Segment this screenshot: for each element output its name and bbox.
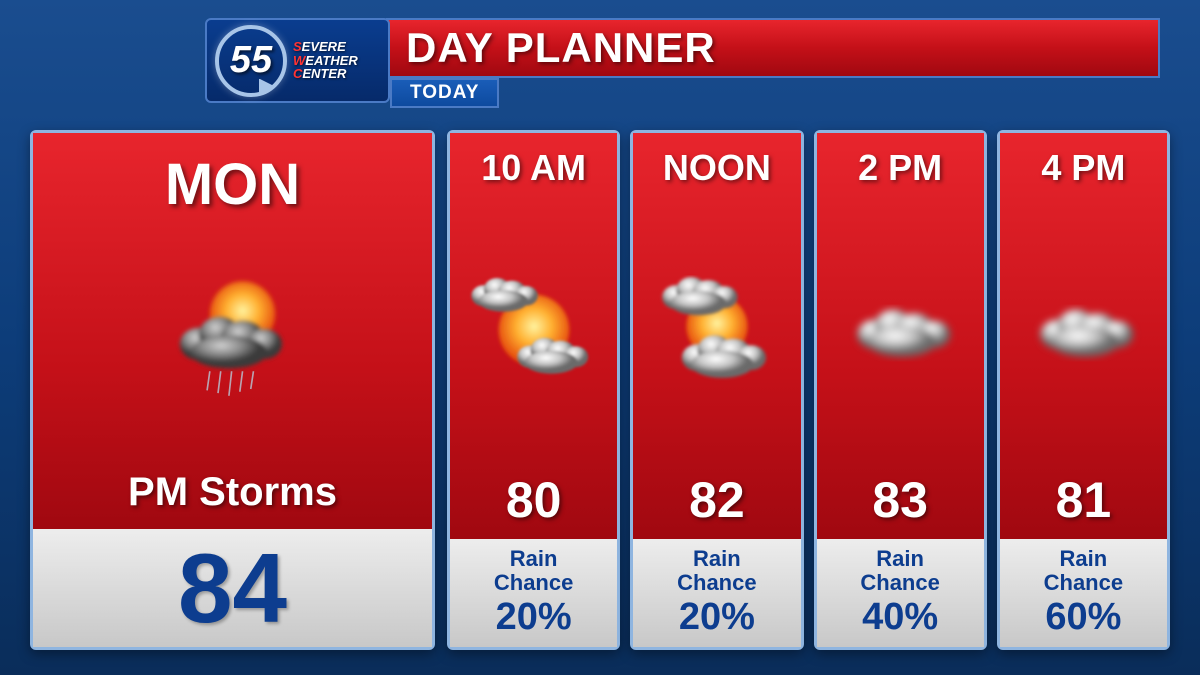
hour-card-top: 4 PM 81 (1000, 133, 1167, 539)
hour-card-0: 10 AM 80 RainChance 20% (447, 130, 620, 650)
rain-chance-label: RainChance (494, 547, 573, 593)
rain-chance-label: RainChance (860, 547, 939, 593)
hour-weather-icon (835, 189, 965, 471)
rain-chance-value: 20% (496, 596, 572, 639)
main-condition-label: PM Storms (128, 470, 337, 515)
title-bar: DAY PLANNER (386, 18, 1160, 78)
hour-card-2: 2 PM 83 RainChance 40% (814, 130, 987, 650)
hour-time-label: NOON (663, 147, 771, 189)
station-logo-circle: 55 (215, 25, 287, 97)
hourly-cards: 10 AM 80 RainChance 20% NOON 82 RainChan… (447, 130, 1170, 650)
subtitle-text: TODAY (410, 82, 479, 104)
rain-chance-value: 40% (862, 596, 938, 639)
hour-weather-icon (1018, 189, 1148, 471)
main-card-top: MON PM Storms (33, 133, 432, 529)
hour-time-label: 10 AM (481, 147, 586, 189)
hour-time-label: 4 PM (1041, 147, 1125, 189)
title-text: DAY PLANNER (406, 24, 716, 72)
hour-card-3: 4 PM 81 RainChance 60% (997, 130, 1170, 650)
rain-chance-label: RainChance (1044, 547, 1123, 593)
forecast-content: MON PM Storms 84 10 AM 80 RainChance 20%… (30, 130, 1170, 650)
station-logo-text: SEVERE WEATHER CENTER (293, 40, 358, 81)
hour-card-bottom: RainChance 20% (633, 539, 800, 647)
mostly-icon (652, 275, 782, 385)
station-number: 55 (230, 39, 272, 82)
cloudy-icon (835, 275, 965, 385)
hour-card-bottom: RainChance 20% (450, 539, 617, 647)
main-high-temp: 84 (178, 532, 287, 645)
hour-card-1: NOON 82 RainChance 20% (630, 130, 803, 650)
hour-weather-icon (652, 189, 782, 471)
rain-chance-value: 60% (1045, 596, 1121, 639)
rain-chance-value: 20% (679, 596, 755, 639)
main-weather-icon (158, 218, 308, 470)
hour-card-top: NOON 82 (633, 133, 800, 539)
hour-temp: 81 (1056, 471, 1112, 529)
storm-icon (158, 274, 308, 414)
main-card-bottom: 84 (33, 529, 432, 647)
station-logo: 55 SEVERE WEATHER CENTER (205, 18, 390, 103)
partly-icon (469, 275, 599, 385)
hour-card-top: 2 PM 83 (817, 133, 984, 539)
main-forecast-card: MON PM Storms 84 (30, 130, 435, 650)
subtitle-bar: TODAY (390, 78, 499, 108)
hour-temp: 82 (689, 471, 745, 529)
main-day-label: MON (165, 151, 300, 218)
hour-temp: 83 (872, 471, 928, 529)
rain-chance-label: RainChance (677, 547, 756, 593)
hour-temp: 80 (506, 471, 562, 529)
header-bar: 55 SEVERE WEATHER CENTER DAY PLANNER (205, 18, 1160, 103)
hour-card-bottom: RainChance 40% (817, 539, 984, 647)
hour-weather-icon (469, 189, 599, 471)
cloudy-icon (1018, 275, 1148, 385)
hour-card-top: 10 AM 80 (450, 133, 617, 539)
hour-card-bottom: RainChance 60% (1000, 539, 1167, 647)
hour-time-label: 2 PM (858, 147, 942, 189)
